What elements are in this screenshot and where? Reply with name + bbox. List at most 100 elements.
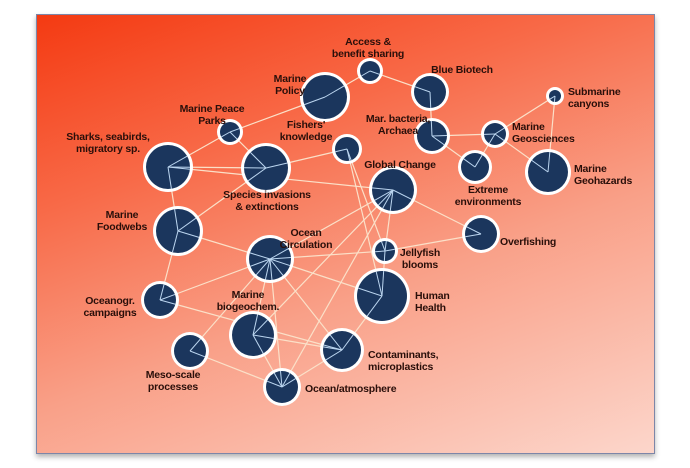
node-spoke: [549, 95, 556, 100]
node-spoke: [325, 349, 343, 361]
edge-fishers-jellyfish: [346, 148, 386, 252]
node-label: Extreme environments: [455, 184, 522, 208]
node-spoke: [494, 127, 505, 135]
node-label: Species invasions & extinctions: [223, 189, 311, 213]
node-label-line: migratory sp.: [76, 143, 140, 155]
node-spoke: [159, 284, 165, 301]
node-health[interactable]: Human Health: [354, 268, 450, 324]
node-atmosphere[interactable]: Ocean/atmosphere: [263, 368, 397, 406]
node-spoke: [384, 248, 395, 252]
node-label-line: & extinctions: [235, 201, 299, 213]
node-label-line: Marine: [106, 209, 139, 221]
node-label: Access & benefit sharing: [332, 36, 404, 60]
node-jellyfish[interactable]: Jellyfish blooms: [372, 238, 440, 271]
node-spoke: [174, 209, 179, 232]
node-label-line: benefit sharing: [332, 48, 404, 60]
node-spoke: [167, 166, 172, 189]
node-campaigns[interactable]: Oceanogr. campaigns: [83, 281, 179, 319]
node-foodwebs[interactable]: Marine Foodwebs: [97, 206, 203, 256]
node-label-line: Human: [415, 290, 450, 302]
node-label: Sharks, seabirds, migratory sp.: [66, 131, 150, 155]
node-canyons[interactable]: Submarine canyons: [546, 86, 621, 110]
node-biotech[interactable]: Blue Biotech: [411, 64, 493, 111]
node-label-line: Circulation: [280, 239, 333, 251]
node-circulation[interactable]: Ocean Circulation: [246, 227, 333, 283]
node-label: Human Health: [415, 290, 450, 314]
node-label-line: microplastics: [368, 361, 433, 373]
node-spoke: [266, 380, 283, 388]
node-label: Marine Geohazards: [574, 163, 632, 187]
node-spoke: [249, 252, 271, 260]
edge-global-biogeochem: [252, 189, 394, 336]
node-spoke: [281, 378, 296, 388]
node-label-line: Sharks, seabirds,: [66, 131, 150, 143]
node-spoke: [335, 148, 348, 153]
node-label-line: Ocean/atmosphere: [305, 383, 397, 395]
node-label-line: Marine: [274, 73, 307, 85]
node-label-line: Extreme: [468, 184, 508, 196]
node-spoke: [465, 233, 482, 238]
node-spoke: [255, 258, 271, 276]
node-extreme[interactable]: Extreme environments: [455, 150, 522, 208]
node-spoke: [488, 133, 496, 144]
node-spoke: [414, 86, 431, 93]
node-spoke: [372, 187, 394, 191]
node-peace[interactable]: Marine Peace Parks: [180, 103, 245, 145]
node-policy[interactable]: Marine Policy: [274, 72, 350, 122]
node-spoke: [378, 189, 394, 206]
node-geohaz[interactable]: Marine Geohazards: [525, 149, 633, 195]
node-contaminants[interactable]: Contaminants, microplastics: [320, 328, 439, 373]
node-spoke: [221, 131, 231, 138]
node-sharks[interactable]: Sharks, seabirds, migratory sp.: [66, 131, 193, 192]
node-spoke: [463, 158, 476, 168]
node-spoke: [384, 241, 387, 252]
node-meso[interactable]: Meso-scale processes: [146, 332, 209, 393]
node-spoke: [382, 189, 394, 209]
node-spoke: [429, 91, 432, 109]
node-spoke: [281, 372, 291, 388]
node-label: Marine Geosciences: [512, 121, 575, 145]
node-spoke: [252, 314, 259, 336]
node-spoke: [177, 230, 200, 238]
node-spoke: [323, 346, 343, 351]
node-spoke: [392, 189, 413, 200]
node-spoke: [553, 95, 556, 103]
node-spoke: [466, 226, 482, 235]
node-label-line: Species invasions: [223, 189, 311, 201]
node-spoke: [229, 131, 238, 140]
node-label: Ocean Circulation: [280, 227, 333, 251]
node-spoke: [324, 85, 345, 98]
node-spoke: [269, 258, 284, 276]
node-label: Overfishing: [500, 236, 556, 248]
node-geosci[interactable]: Marine Geosciences: [481, 120, 575, 148]
node-spoke: [547, 152, 551, 173]
node-spoke: [189, 338, 201, 352]
node-label-line: Health: [415, 302, 446, 314]
node-spoke: [329, 334, 343, 351]
node-spoke: [361, 70, 371, 77]
node-global[interactable]: Global Change: [364, 159, 436, 214]
node-label-line: Overfishing: [500, 236, 556, 248]
node-spoke: [374, 250, 386, 253]
node-spoke: [474, 154, 483, 168]
node-label: Marine Peace Parks: [180, 103, 245, 127]
node-access[interactable]: Access & benefit sharing: [332, 36, 404, 84]
node-spoke: [269, 248, 289, 260]
node-spoke: [167, 166, 190, 170]
node-spoke: [366, 295, 383, 317]
node-label-line: Mar. bacteria,: [366, 113, 431, 125]
node-spoke: [250, 152, 267, 169]
node-spoke: [159, 293, 176, 301]
node-spoke: [265, 162, 288, 169]
node-spoke: [159, 299, 176, 305]
node-biogeochem[interactable]: Marine biogeochem.: [217, 289, 280, 359]
node-spoke: [171, 230, 179, 253]
node-label: Fishers' knowledge: [280, 119, 333, 143]
node-bacteria[interactable]: Mar. bacteria, Archaea: [366, 113, 450, 154]
node-label: Marine biogeochem.: [217, 289, 280, 313]
node-label-line: Jellyfish: [400, 247, 440, 259]
node-fishers[interactable]: Fishers' knowledge: [280, 119, 362, 164]
node-label: Oceanogr. campaigns: [83, 295, 136, 319]
node-overfishing[interactable]: Overfishing: [462, 215, 556, 253]
node-invasions[interactable]: Species invasions & extinctions: [223, 143, 311, 213]
